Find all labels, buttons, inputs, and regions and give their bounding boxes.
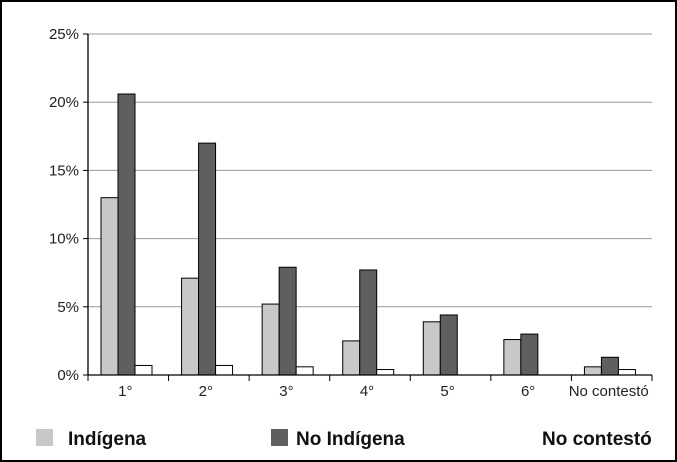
y-tick-label: 15% <box>49 162 79 179</box>
legend-swatch-indigena <box>36 429 53 446</box>
legend-label-no-contesto: No contestó <box>542 429 652 450</box>
x-tick-label: 3° <box>279 383 293 400</box>
bar-no-contesto-3 <box>296 367 313 375</box>
legend-swatch-no-indigena <box>271 429 288 446</box>
gridlines <box>88 34 652 307</box>
bar-indigena-5 <box>423 322 440 375</box>
x-axis-ticks: 1° 2° 3° 4° 5° 6° No contestó <box>118 383 649 400</box>
bar-no-indigena-4 <box>360 270 377 375</box>
bar-no-indigena-3 <box>279 267 296 375</box>
bar-no-contesto-no-contesto <box>618 370 635 375</box>
bar-no-indigena-1 <box>118 94 135 375</box>
legend-label-indigena: Indígena <box>68 429 147 450</box>
y-tick-label: 20% <box>49 94 79 111</box>
x-tick-label: 5° <box>440 383 454 400</box>
bar-indigena-3 <box>262 304 279 375</box>
bar-indigena-2 <box>182 278 199 375</box>
bar-no-indigena-5 <box>440 315 457 375</box>
x-tick-label: 4° <box>360 383 374 400</box>
legend: Indígena No Indígena No contestó <box>36 429 652 450</box>
bar-no-indigena-2 <box>199 143 216 375</box>
legend-item-no-indigena: No Indígena <box>271 429 405 450</box>
legend-item-indigena: Indígena <box>36 429 147 450</box>
y-tick-label: 25% <box>49 26 79 43</box>
bar-indigena-no-contesto <box>584 367 601 375</box>
bar-no-contesto-2 <box>216 365 233 375</box>
y-tick-label: 10% <box>49 231 79 248</box>
y-tick-label: 5% <box>57 299 79 316</box>
y-tick-label: 0% <box>57 367 79 384</box>
x-tick-label: No contestó <box>569 383 649 400</box>
y-axis-ticks: 0% 5% 10% 15% 20% 25% <box>49 26 79 384</box>
bar-no-indigena-6 <box>521 334 538 375</box>
x-tick-label: 6° <box>521 383 535 400</box>
bar-indigena-4 <box>343 341 360 375</box>
bar-indigena-1 <box>101 198 118 375</box>
bar-no-contesto-1 <box>135 365 152 375</box>
legend-label-no-indigena: No Indígena <box>296 429 405 450</box>
legend-item-no-contesto: No contestó <box>542 429 652 450</box>
bar-no-contesto-4 <box>377 370 394 375</box>
bars <box>101 94 635 375</box>
x-tick-label: 1° <box>118 383 132 400</box>
bar-no-indigena-no-contesto <box>601 357 618 375</box>
bar-indigena-6 <box>504 340 521 375</box>
x-tick-label: 2° <box>199 383 213 400</box>
